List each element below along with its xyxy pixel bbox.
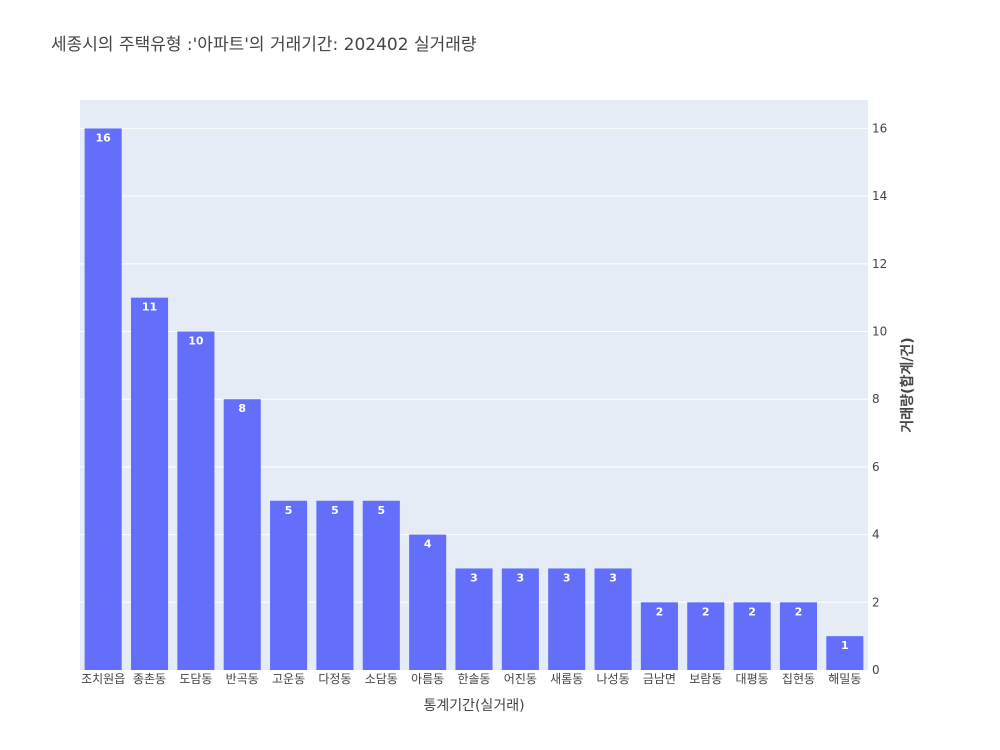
bar [316,500,354,670]
bar [409,534,447,670]
bar [455,568,493,670]
y-tick-label: 2 [872,595,880,609]
bar-value-label: 2 [702,605,710,618]
x-tick-label: 소담동 [365,672,398,686]
bar-value-label: 5 [377,504,385,517]
x-tick-label: 나성동 [596,672,629,686]
bar [177,331,215,670]
bar-value-label: 3 [609,571,617,584]
y-tick-label: 4 [872,528,880,542]
x-tick-label: 아름동 [411,672,444,686]
x-tick-label: 다정동 [318,672,351,686]
chart-title: 세종시의 주택유형 :'아파트'의 거래기간: 202402 실거래량 [51,35,477,55]
bar [362,500,400,670]
bar-value-label: 3 [470,571,478,584]
bar-value-label: 1 [841,639,849,652]
x-tick-labels: 조치원읍 종촌동 도담동 반곡동 고운동 다정동 소담동 아름동 한솔동 어진동 새롬동 나성동 금남면… [81,672,861,686]
x-tick-label: 집현동 [782,672,815,686]
x-tick-label: 보람동 [689,672,722,686]
bar [501,568,539,670]
bar-value-label: 2 [795,605,803,618]
bar-value-label: 2 [748,605,756,618]
x-axis-title: 통계기간(실거래) [423,698,524,714]
bar-value-label: 16 [96,131,112,144]
y-tick-label: 8 [872,392,880,406]
x-tick-label: 종촌동 [133,672,166,686]
bars [84,128,864,670]
x-tick-label: 고운동 [272,672,305,686]
y-tick-labels: 0 2 4 6 8 10 12 14 16 [872,121,887,677]
bar [640,602,678,670]
bar [733,602,771,670]
y-tick-label: 0 [872,663,880,677]
x-tick-label: 해밀동 [828,672,861,686]
bar [223,399,261,670]
x-tick-label: 한솔동 [457,672,490,686]
bar [130,297,169,670]
y-tick-label: 14 [872,189,887,203]
bar-value-label: 4 [424,538,432,551]
y-tick-label: 12 [872,257,887,271]
y-tick-label: 6 [872,460,880,474]
bar-value-label: 3 [517,571,525,584]
bar-value-label: 11 [142,301,157,314]
bar-value-label: 5 [285,504,293,517]
y-tick-label: 16 [872,121,887,135]
x-tick-label: 조치원읍 [81,672,125,686]
x-tick-label: 새롬동 [550,672,583,686]
bar-value-label: 5 [331,504,339,517]
bar [826,636,864,670]
y-tick-label: 10 [872,325,887,339]
bar [548,568,586,670]
bar-labels: 16 11 10 8 5 5 5 4 3 3 3 3 2 2 2 2 1 [96,131,849,652]
x-tick-label: 어진동 [504,672,537,686]
y-axis-title: 거래량(합계/건) [899,337,916,432]
bar-value-label: 2 [656,605,664,618]
bar-value-label: 8 [238,402,246,415]
bar-value-label: 3 [563,571,571,584]
x-tick-label: 도담동 [179,672,212,686]
x-tick-label: 반곡동 [226,672,259,686]
bar [84,128,122,670]
bar [779,602,818,670]
bar [270,500,308,670]
x-tick-label: 금남면 [643,672,676,686]
bar [687,602,725,670]
bar-value-label: 10 [188,335,204,348]
x-tick-label: 대평동 [736,672,769,686]
bar [594,568,632,670]
